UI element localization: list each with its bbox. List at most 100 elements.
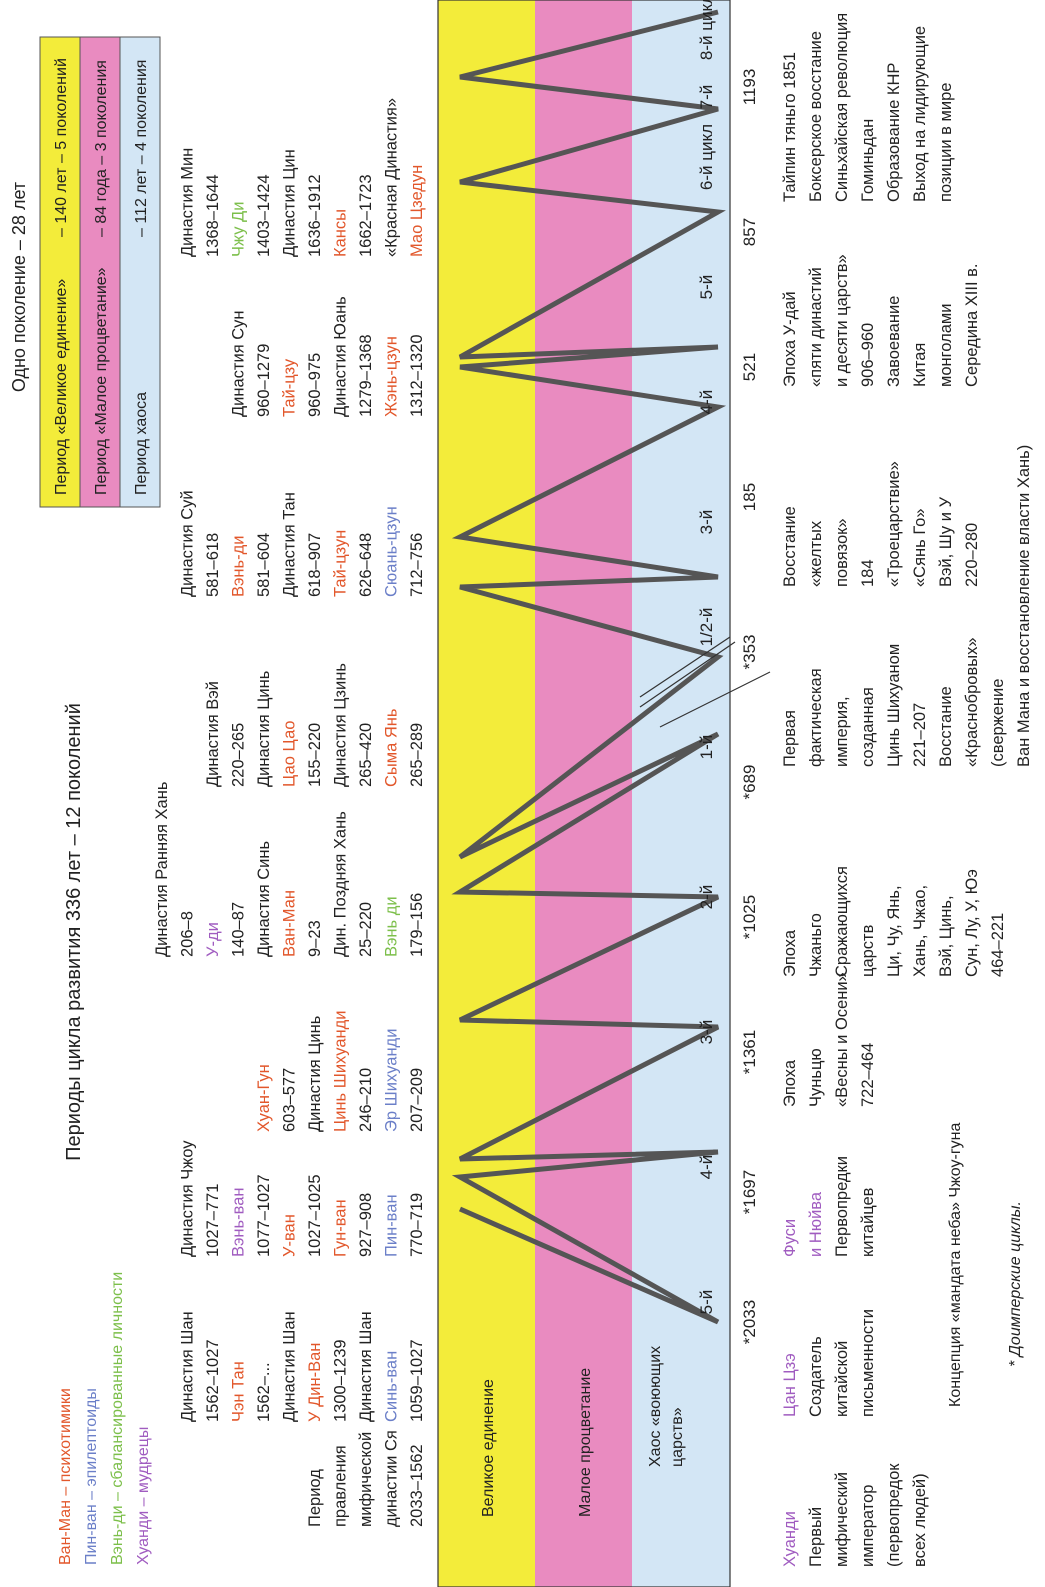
upper-col-text: мифической: [357, 1432, 375, 1527]
upper-col-text: 1279–1368: [357, 334, 375, 417]
upper-col-text: У-ван: [281, 1214, 299, 1257]
upper-col-text: 603–577: [281, 1068, 299, 1132]
upper-col-text: Династия Цин: [281, 149, 299, 257]
lower-col-text: Фуси: [781, 1219, 799, 1257]
concept-note: Концепция «мандата неба» Чжоу-гуна: [947, 1123, 964, 1408]
lower-col-text: 906–960: [859, 323, 877, 387]
lower-col-text: Гоминьдан: [859, 119, 877, 202]
band-1: [438, 0, 535, 1587]
upper-col-text: Династия Цинь: [306, 1016, 324, 1132]
upper-col-text: Тай-цзу: [281, 358, 299, 417]
upper-col-text: Династия Мин: [179, 148, 197, 257]
lower-col-text: Восстание: [781, 506, 799, 587]
upper-col-text: Династия Тан: [281, 492, 299, 597]
type-legend-item: Пин-ван – эпилептоиды: [83, 1388, 100, 1565]
lower-col-text: мифический: [833, 1472, 851, 1567]
year-label: 1193: [740, 69, 759, 106]
upper-col-text: 1312–1320: [408, 334, 426, 417]
cycle-label: 4-й: [697, 1155, 716, 1180]
upper-col-text: 960–1279: [255, 344, 273, 417]
arrow-2: [659, 671, 771, 728]
legend-swatch-3: [119, 36, 161, 508]
lower-col-text: созданная: [859, 687, 877, 767]
upper-col-text: Вэнь-ди: [230, 536, 248, 597]
upper-col-text: Династия Шан: [281, 1311, 299, 1422]
cycle-label: 7-й: [697, 85, 716, 110]
lower-col-text: «Сянь Го»: [911, 508, 929, 587]
lower-col-text: Вэй, Цинь,: [937, 895, 955, 977]
band-2: [535, 0, 632, 1587]
upper-col-text: 618–907: [306, 533, 324, 597]
year-label: *689: [740, 765, 759, 800]
lower-col-text: китайской: [833, 1341, 851, 1417]
lower-col-text: Хань, Чжао,: [911, 885, 929, 977]
lower-col-text: Тайпин тяньго 1851: [781, 52, 799, 202]
upper-col-text: 1562–...: [255, 1362, 273, 1422]
year-label: *1361: [740, 1030, 759, 1074]
lower-col-text: Первопредки: [833, 1156, 851, 1257]
legend-label: Период хаоса: [133, 392, 150, 495]
lower-col-text: Эпоха: [781, 1059, 799, 1107]
lower-col-text: Эпоха: [781, 929, 799, 977]
upper-col-text: 1562–1027: [204, 1339, 222, 1422]
upper-col-text: Мао Цзедун: [408, 165, 426, 257]
upper-col-text: 1403–1424: [255, 174, 273, 257]
legend-value: – 84 года – 3 поколения: [93, 60, 110, 237]
lower-col-text: Вэй, Шу и У: [937, 496, 955, 587]
upper-col-text: Династия Ранняя Хань: [153, 782, 171, 957]
lower-col-text: Хуанди: [781, 1511, 799, 1567]
lower-col-text: «желтых: [807, 520, 825, 587]
lower-col-text: китайцев: [859, 1187, 877, 1257]
lower-col-text: (первопредок: [885, 1463, 903, 1567]
legend-label: Период «Великое единение»: [53, 279, 70, 495]
upper-col-text: 265–420: [357, 723, 375, 787]
legend-value: – 112 лет – 4 поколения: [133, 60, 150, 237]
year-label: 185: [740, 483, 759, 511]
upper-col-text: 770–719: [408, 1193, 426, 1257]
upper-col-text: 206–8: [179, 911, 197, 957]
upper-col-text: Вэнь ди: [383, 896, 401, 957]
zigzag-line: [451, 9, 727, 1325]
lower-col-text: Образование КНР: [885, 63, 903, 202]
upper-col-text: 1027–1025: [306, 1174, 324, 1257]
upper-col-text: 1027–771: [204, 1184, 222, 1257]
upper-col-text: Гун-ван: [332, 1199, 350, 1257]
upper-col-text: Сыма Янь: [383, 708, 401, 787]
upper-col-text: Синь-ван: [383, 1351, 401, 1422]
upper-col-text: 581–618: [204, 533, 222, 597]
legend-label: Период «Малое процветание»: [93, 267, 110, 495]
type-legend-item: Вэнь-ди – сбалансированные личности: [109, 1272, 126, 1565]
lower-col-text: царств: [859, 924, 877, 977]
upper-col-text: Чжу Ди: [230, 202, 248, 257]
upper-col-text: Тай-цзун: [332, 530, 350, 597]
upper-col-text: 220–265: [230, 723, 248, 787]
upper-col-text: Цинь Шихуанди: [332, 1010, 350, 1132]
lower-col-text: «Троецарствие»: [885, 461, 903, 587]
lower-col-text: 220–280: [963, 523, 981, 587]
upper-col-text: Сюань-цзун: [383, 506, 401, 597]
upper-col-text: Пин-ван: [383, 1194, 401, 1257]
upper-col-text: Династия Суй: [179, 490, 197, 597]
upper-col-text: 9–23: [306, 920, 324, 957]
upper-col-text: Династия Чжоу: [179, 1140, 197, 1257]
upper-col-text: Кансы: [332, 209, 350, 257]
lower-col-text: монголами: [937, 304, 955, 387]
upper-col-text: 140–87: [230, 902, 248, 957]
lower-col-text: Первый: [807, 1507, 825, 1567]
upper-col-text: 1368–1644: [204, 174, 222, 257]
lower-col-text: 464–221: [989, 913, 1007, 977]
upper-col-text: 2033–1562: [408, 1444, 426, 1527]
title-cycle: Периоды цикла развития 336 лет – 12 поко…: [63, 703, 85, 1161]
upper-col-text: Вэнь-ван: [230, 1188, 248, 1258]
band-border: [437, 0, 731, 1587]
lower-col-text: Середина XIII в.: [963, 264, 981, 388]
lower-col-text: Чуньцю: [807, 1048, 825, 1107]
lower-col-text: Ван Мана и восстановление власти Хань): [1015, 445, 1033, 767]
cycle-label: 6-й цикл: [697, 124, 716, 190]
year-label: 857: [740, 218, 759, 246]
year-label: 521: [740, 353, 759, 381]
upper-col-text: Хуан-Гун: [255, 1064, 273, 1132]
lower-col-text: Ци, Чу, Янь,: [885, 885, 903, 977]
cycle-label: 5-й: [697, 275, 716, 300]
